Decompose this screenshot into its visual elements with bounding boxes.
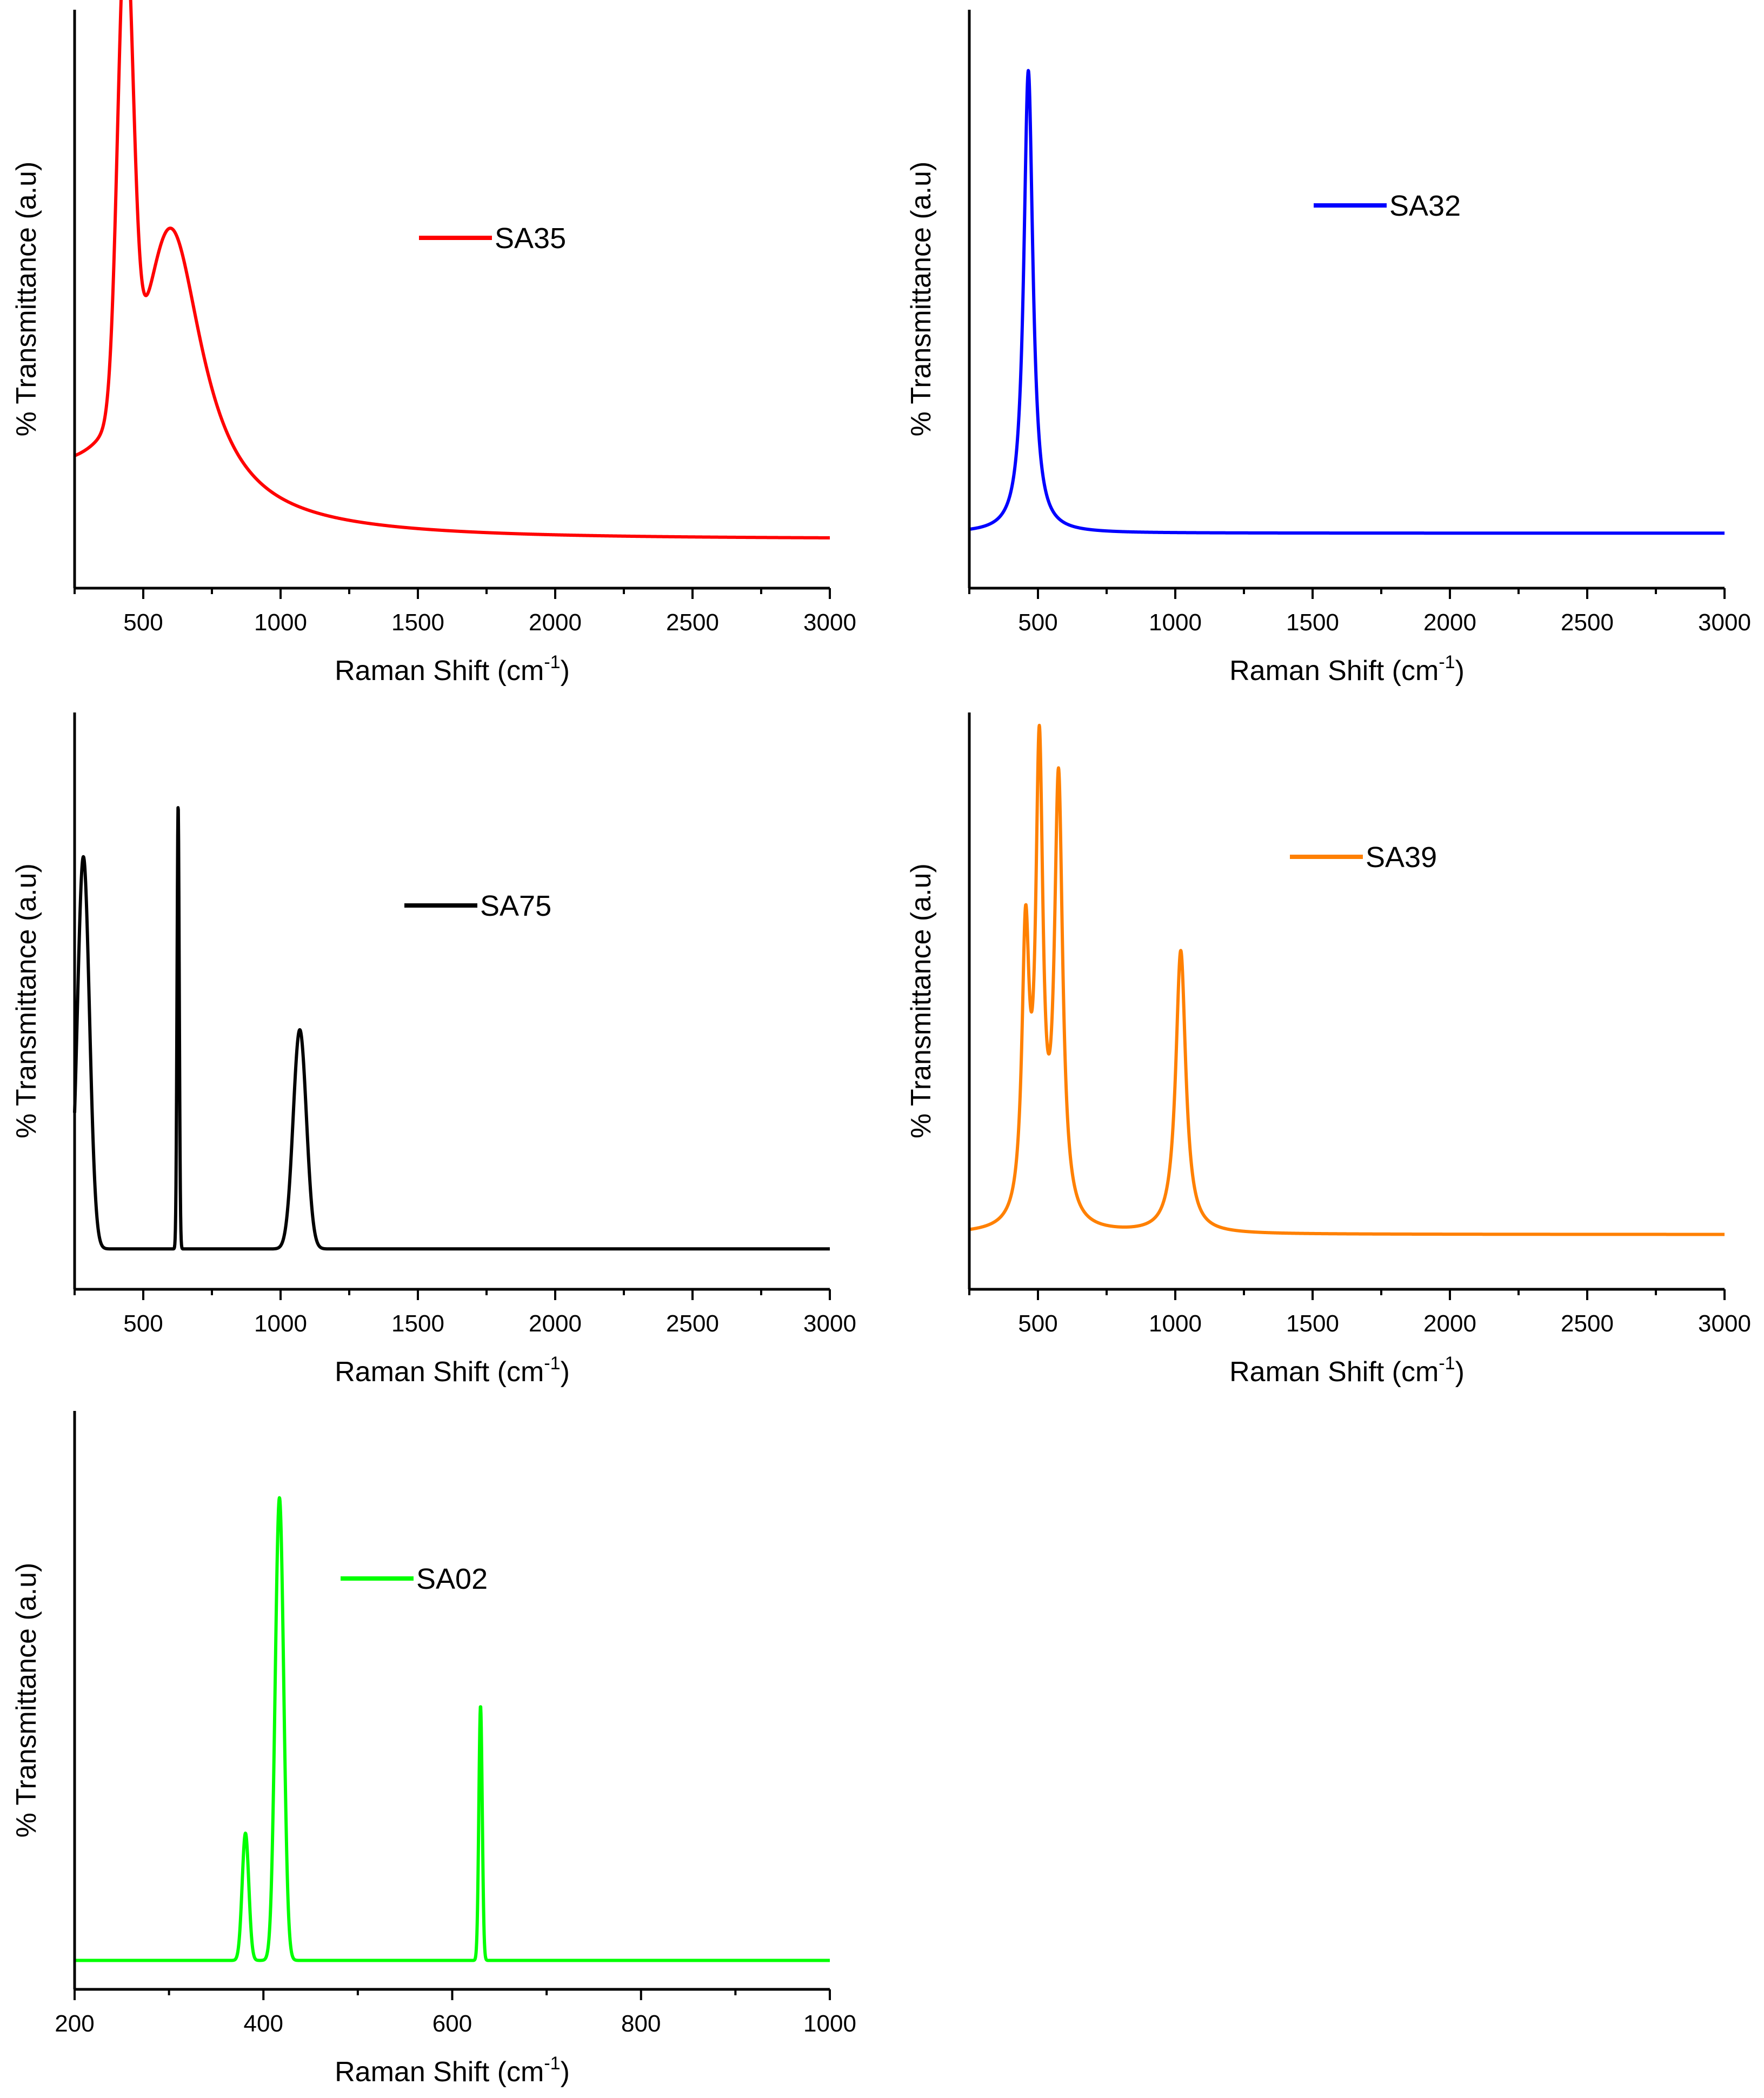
x-tick-label-sa35-0: 500 (123, 609, 163, 636)
x-tick-label-sa02-0: 200 (55, 2010, 94, 2037)
x-tick-label-sa32-1: 1000 (1149, 609, 1202, 636)
x-tick-label-sa35-3: 2000 (529, 609, 582, 636)
y-axis-title-sa32: % Transmittance (a.u) (906, 162, 937, 437)
x-tick-label-sa32-5: 3000 (1698, 609, 1751, 636)
x-tick-label-sa39-3: 2000 (1423, 1310, 1476, 1337)
x-tick-label-sa75-5: 3000 (803, 1310, 856, 1337)
x-tick-label-sa35-4: 2500 (666, 609, 719, 636)
x-tick-label-sa75-4: 2500 (666, 1310, 719, 1337)
y-axis-title-sa02: % Transmittance (a.u) (11, 1563, 42, 1838)
chart-panel-sa02: 200 400 600 800 1000 Raman Shift (cm-1) % Tran… (11, 1411, 856, 2088)
x-tick-label-sa35-2: 1500 (391, 609, 444, 636)
x-tick-label-sa39-4: 2500 (1561, 1310, 1614, 1337)
x-axis-title-sa39: Raman Shift (cm-1) (1229, 1353, 1465, 1388)
x-tick-label-sa75-2: 1500 (391, 1310, 444, 1337)
chart-panel-sa75: 500 1000 1500 2000 2500 3000 Raman Shift (cm-1… (11, 712, 856, 1388)
series-line-sa75 (73, 806, 831, 1251)
x-tick-label-sa02-4: 1000 (803, 2010, 856, 2037)
x-tick-label-sa02-3: 800 (621, 2010, 661, 2037)
legend-label-sa32: SA32 (1389, 190, 1461, 222)
x-tick-label-sa75-1: 1000 (254, 1310, 307, 1337)
legend-sa39: SA39 (1290, 841, 1437, 874)
series-line-sa32 (968, 69, 1726, 535)
legend-label-sa39: SA39 (1366, 841, 1437, 874)
x-axis-title-sa02: Raman Shift (cm-1) (335, 2053, 570, 2088)
x-axis-title-sa35: Raman Shift (cm-1) (335, 652, 570, 687)
legend-label-sa75: SA75 (480, 890, 551, 922)
x-tick-label-sa75-0: 500 (123, 1310, 163, 1337)
x-tick-label-sa32-2: 1500 (1286, 609, 1339, 636)
legend-label-sa35: SA35 (495, 222, 566, 255)
series-line-sa39 (968, 723, 1726, 1236)
chart-panel-sa32: 500 1000 1500 2000 2500 3000 Raman Shift (cm-1… (906, 10, 1751, 687)
x-tick-label-sa75-3: 2000 (529, 1310, 582, 1337)
x-tick-label-sa32-3: 2000 (1423, 609, 1476, 636)
chart-panel-sa39: 500 1000 1500 2000 2500 3000 Raman Shift (cm-1… (906, 712, 1751, 1388)
legend-sa35: SA35 (419, 222, 566, 255)
legend-sa32: SA32 (1314, 190, 1461, 222)
x-tick-label-sa35-1: 1000 (254, 609, 307, 636)
series-line-sa35 (73, 0, 831, 540)
legend-sa02: SA02 (341, 1563, 488, 1595)
x-tick-label-sa39-1: 1000 (1149, 1310, 1202, 1337)
x-tick-label-sa39-2: 1500 (1286, 1310, 1339, 1337)
y-axis-title-sa39: % Transmittance (a.u) (906, 863, 937, 1138)
x-tick-label-sa32-4: 2500 (1561, 609, 1614, 636)
x-axis-title-sa75: Raman Shift (cm-1) (335, 1353, 570, 1388)
x-tick-label-sa39-0: 500 (1018, 1310, 1057, 1337)
x-tick-label-sa39-5: 3000 (1698, 1310, 1751, 1337)
x-tick-label-sa32-0: 500 (1018, 609, 1057, 636)
legend-sa75: SA75 (404, 890, 551, 922)
series-line-sa02 (73, 1496, 831, 1962)
x-tick-label-sa35-5: 3000 (803, 609, 856, 636)
x-tick-label-sa02-2: 600 (432, 2010, 472, 2037)
x-tick-label-sa02-1: 400 (244, 2010, 283, 2037)
x-axis-title-sa32: Raman Shift (cm-1) (1229, 652, 1465, 687)
y-axis-title-sa75: % Transmittance (a.u) (11, 863, 42, 1138)
chart-panel-sa35: 500 1000 1500 2000 2500 3000 Raman Shift (cm-1… (11, 0, 856, 687)
y-axis-title-sa35: % Transmittance (a.u) (11, 162, 42, 437)
legend-label-sa02: SA02 (416, 1563, 488, 1595)
